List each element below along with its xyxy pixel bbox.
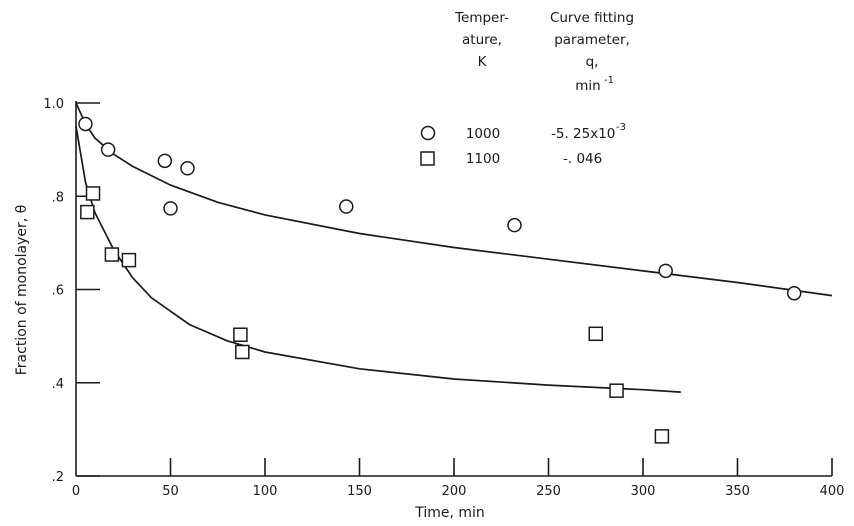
x-tick-label: 300 [631,484,656,499]
x-tick-label: 150 [347,484,372,499]
data-point-circle [339,199,354,214]
x-tick-label: 100 [253,484,278,499]
data-point-circle [507,217,522,233]
y-axis-title: Fraction of monolayer, θ [14,205,30,376]
legend-col2-header-line1: Curve fitting [550,10,634,26]
x-tick-label: 350 [725,484,750,499]
data-point-circle [157,153,173,169]
x-tick-label: 400 [820,484,845,499]
data-point-square [85,186,101,201]
y-tick-label: .4 [52,377,64,392]
x-tick-label: 250 [536,484,561,499]
data-point-square [80,204,95,220]
data-point-square [609,383,624,398]
legend-row1-q-exponent: -3 [616,122,626,133]
y-tick-label: 1.0 [43,97,64,112]
x-tick-label: 50 [162,484,179,499]
x-axis-title: Time, min [414,505,485,521]
y-tick-label: .8 [52,190,64,205]
data-point-square [654,429,670,444]
legend-col2-header-line3: q, [586,54,599,70]
data-point-circle [78,116,93,132]
data-point-square [121,252,137,268]
legend-circle-marker [420,125,436,141]
legend: Temper- ature, K Curve fitting parameter… [420,10,634,167]
legend-row1-temperature: 1000 [466,126,500,142]
x-tick-label: 200 [442,484,467,499]
legend-col1-header-line2: ature, [462,32,502,48]
legend-col2-header-line2: parameter, [554,32,630,48]
legend-col1-header-line3: K [478,54,488,70]
axes [75,101,833,477]
legend-row2-temperature: 1100 [466,151,500,167]
fit-curve-square [75,126,681,393]
data-point-square [588,326,603,342]
legend-col1-header-line1: Temper- [454,10,509,26]
legend-col2-header-line4: min [575,78,600,94]
data-point-square [235,344,250,360]
legend-col2-unit-exponent: -1 [604,75,614,86]
data-point-circle [658,263,673,279]
data-point-square [104,247,120,262]
legend-row1-q: -5. 25x10 [551,126,615,142]
y-tick-label: .6 [52,284,64,299]
legend-row2-q: -. 046 [563,151,602,167]
y-tick-label: .2 [52,470,64,485]
data-point-circle [100,142,116,157]
data-point-circle [163,201,178,216]
fit-curve-circle [75,102,833,297]
x-tick-label: 0 [72,484,80,499]
data-point-square [233,327,248,342]
tick-labels: .2 .4 .6 .8 1.0 0 50 100 150 200 250 300 350 400 [43,97,844,499]
fit-curves [75,102,833,393]
data-point-circle [180,161,195,176]
data-point-circle [786,285,802,301]
legend-square-marker [420,151,435,166]
data-points [78,116,802,444]
